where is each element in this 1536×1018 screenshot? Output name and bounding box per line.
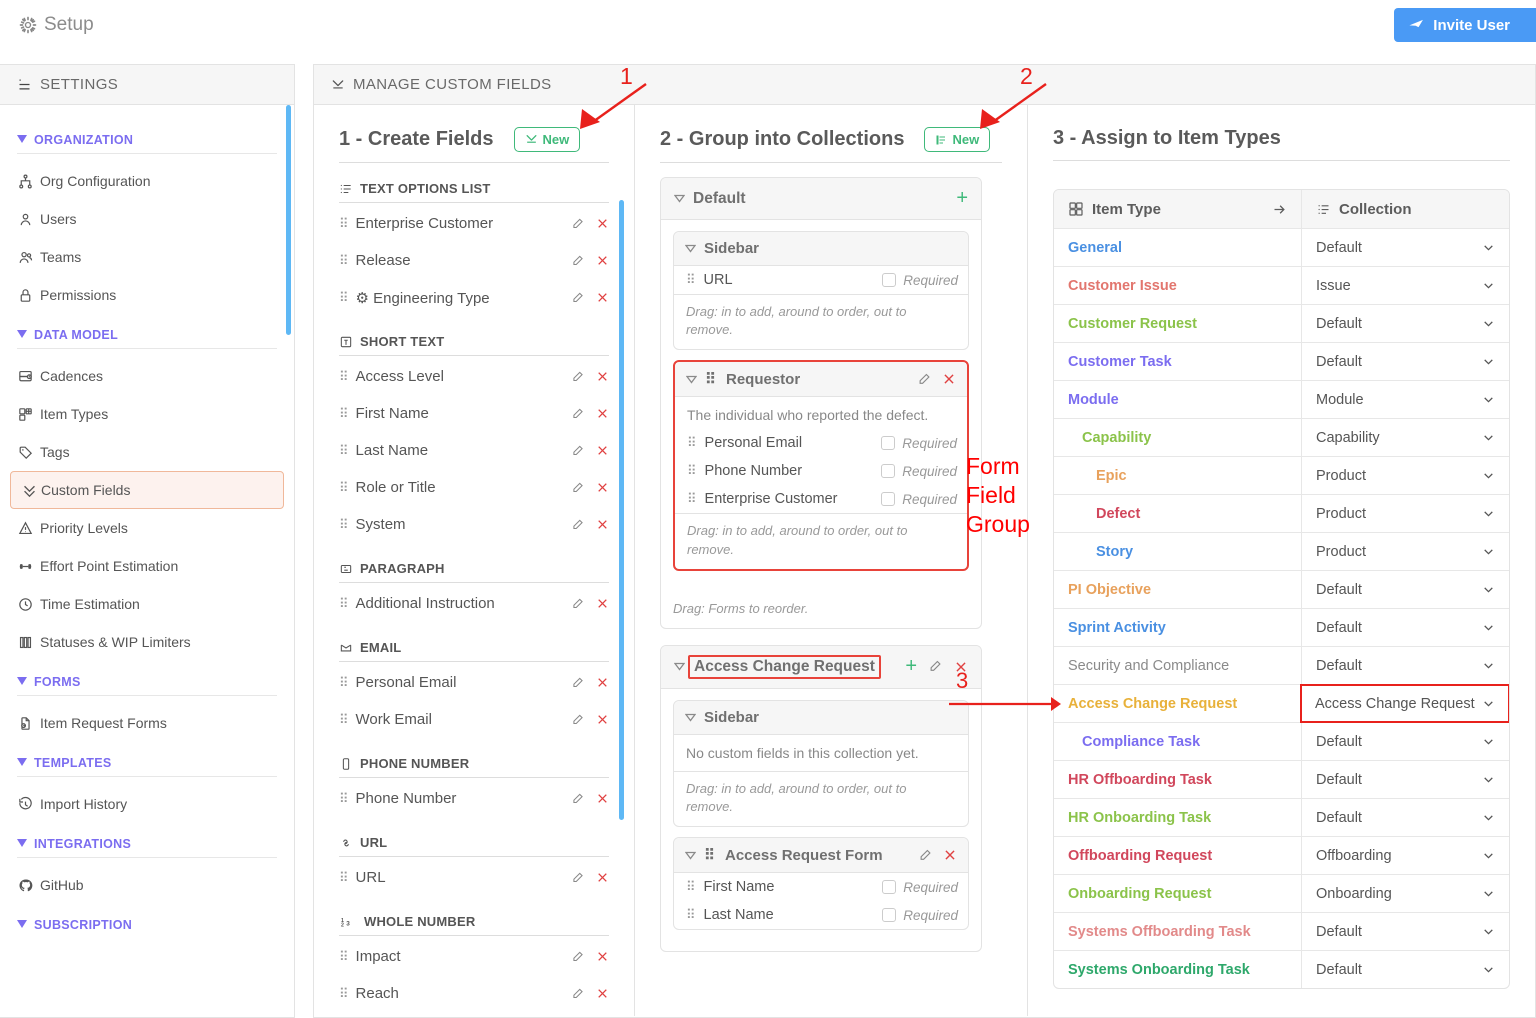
svg-text:3: 3 bbox=[956, 668, 968, 693]
svg-text:3: 3 bbox=[346, 920, 350, 927]
svg-text:1: 1 bbox=[620, 64, 633, 89]
svg-text:2: 2 bbox=[1020, 64, 1033, 89]
svg-text:2: 2 bbox=[341, 922, 344, 928]
